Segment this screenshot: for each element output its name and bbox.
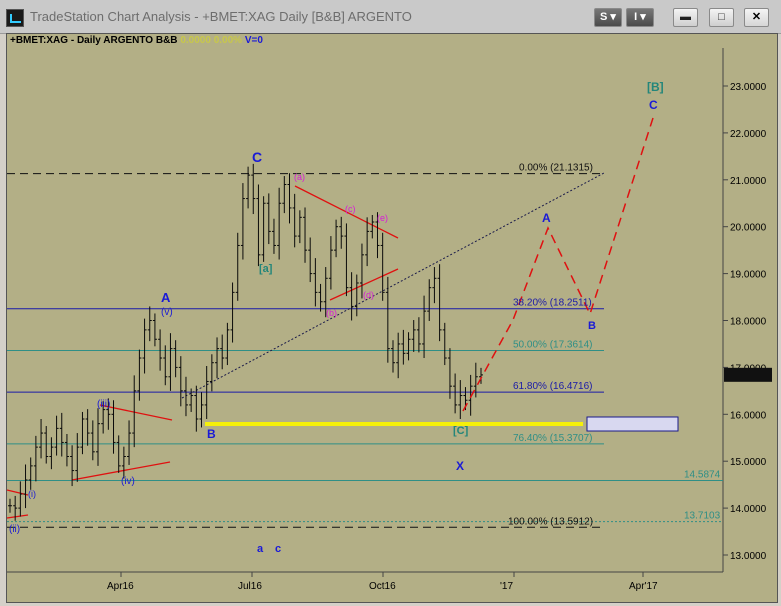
y-tick-label: 23.0000 — [730, 82, 767, 93]
window-title: TradeStation Chart Analysis - +BMET:XAG … — [30, 9, 412, 24]
y-tick-label: 18.0000 — [730, 317, 767, 328]
wave-label: [B] — [647, 80, 664, 94]
app-chart-icon — [6, 9, 24, 27]
candles-group — [8, 163, 483, 521]
wedge-upper-line — [99, 404, 173, 421]
x-tick-label: Apr16 — [107, 581, 134, 592]
symbol-label: +BMET:XAG - Daily ARGENTO B&B — [10, 35, 178, 46]
wave-label: [a] — [259, 263, 273, 275]
y-tick-label: 14.0000 — [730, 504, 767, 515]
x-tick-label: '17 — [500, 581, 513, 592]
triangle-upper-line — [294, 185, 399, 239]
fib-label: 76.40% (15.3707) — [513, 433, 593, 444]
wedge-lower-line — [71, 461, 171, 481]
stoploss-label-box — [586, 416, 679, 432]
i-menu-button[interactable]: I ▾ — [626, 8, 654, 27]
wave-label: A — [161, 290, 171, 305]
x-tick-label: Jul16 — [238, 581, 262, 592]
wave-label: B — [207, 427, 216, 441]
fib-label: 50.00% (17.3614) — [513, 339, 593, 350]
wave-label: C — [252, 149, 262, 165]
wave-label: (ii) — [9, 524, 20, 535]
fib-lines-group — [7, 173, 723, 528]
wave-label: (a) — [294, 172, 305, 182]
early-red-line-2 — [6, 514, 29, 519]
close-button[interactable]: ✕ — [744, 8, 769, 27]
volume-label: V=0 — [244, 35, 263, 46]
header-percent: 0.00% — [213, 35, 243, 46]
wave-label: B — [588, 320, 596, 332]
wave-label: (d) — [363, 290, 374, 300]
x-tick-label: Apr'17 — [629, 581, 658, 592]
wave-label: (v) — [161, 307, 173, 318]
wave-label: a — [257, 543, 264, 555]
wave-label: (c) — [345, 204, 356, 214]
labels-group: 23.0000 22.0000 21.0000 20.0000 19.0000 18.00… — [9, 80, 767, 592]
wave-label: (i) — [28, 489, 36, 499]
wave-label: (iii) — [97, 399, 110, 410]
wave-label: c — [275, 543, 281, 555]
projection-path — [462, 117, 654, 412]
y-tick-label: 19.0000 — [730, 270, 767, 281]
y-tick-label: 20.0000 — [730, 223, 767, 234]
price-level-label: 14.5874 — [684, 470, 721, 481]
fib-label: 38.20% (18.2511) — [513, 298, 592, 309]
wave-label: X — [456, 459, 464, 473]
header-value: 0.0000 — [180, 35, 211, 46]
triangle-lower-line — [329, 268, 399, 301]
minimize-button[interactable]: ▬ — [673, 8, 698, 27]
wave-label: (e) — [377, 213, 388, 223]
y-tick-label: 22.0000 — [730, 129, 767, 140]
x-tick-label: Oct16 — [369, 581, 396, 592]
chart-window[interactable] — [6, 33, 778, 603]
chart-header: +BMET:XAG - Daily ARGENTO B&B 0.0000 0.0… — [10, 35, 263, 46]
maximize-button[interactable]: □ — [709, 8, 734, 27]
price-level-label: 13.7103 — [684, 511, 721, 522]
title-bar: TradeStation Chart Analysis - +BMET:XAG … — [0, 0, 781, 34]
wave-label: A — [542, 211, 551, 225]
fib-label: 0.00% (21.1315) — [519, 163, 593, 174]
fib-label: 61.80% (16.4716) — [513, 381, 593, 392]
s-menu-button[interactable]: S ▾ — [594, 8, 622, 27]
last-price-box — [724, 367, 772, 382]
wave-label: [C] — [453, 425, 469, 437]
fib-label: 100.00% (13.5912) — [508, 516, 593, 527]
y-tick-label: 21.0000 — [730, 176, 767, 187]
y-tick-label: 15.0000 — [730, 457, 767, 468]
wave-label: C — [649, 98, 658, 112]
wave-label: (b) — [326, 308, 337, 318]
wave-label: (iv) — [121, 476, 135, 487]
y-tick-label: 13.0000 — [730, 551, 767, 562]
y-tick-label: 16.0000 — [730, 410, 767, 421]
